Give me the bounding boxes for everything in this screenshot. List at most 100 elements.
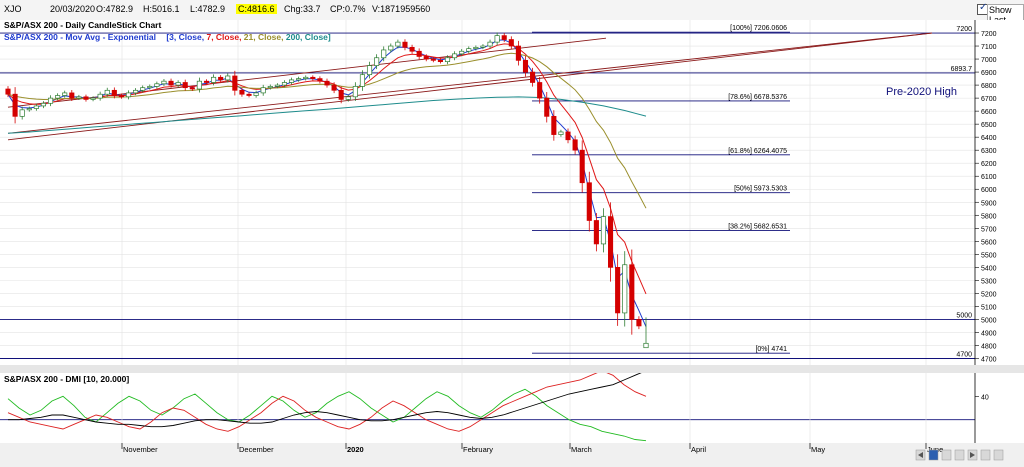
month-label: 2020 [347, 445, 364, 454]
fib-level-label: [100%] 7206.0606 [730, 25, 787, 32]
candle-body [196, 80, 202, 90]
open-label: O:4782.9 [96, 4, 134, 14]
price-tick-label: 5600 [981, 239, 997, 246]
candle-body [338, 89, 344, 100]
candle-body [366, 65, 373, 76]
month-label: February [463, 445, 493, 454]
candle-body [643, 342, 649, 349]
level-label: 7200 [956, 26, 972, 33]
price-tick-label: 5700 [981, 226, 997, 233]
candle-body [466, 48, 472, 52]
price-tick-label: 5800 [981, 213, 997, 220]
price-tick-label: 7000 [981, 57, 997, 64]
price-axis: 4700 4800 4900 5000 5100 5200 5300 5400 5500 5600… [974, 20, 997, 365]
arrow-left-icon [918, 452, 923, 458]
time-axis-background [0, 443, 1024, 467]
candle-body [26, 108, 32, 111]
fit-button[interactable] [993, 449, 1004, 461]
candle-body [161, 80, 167, 85]
price-tick-label: 4800 [981, 343, 997, 350]
horizontal-levels: 7200 6893.7 5000 4700 [0, 26, 975, 359]
candle-body [211, 76, 217, 83]
zoom-out-button[interactable] [941, 449, 952, 461]
candle-body [452, 53, 458, 59]
ma-legend-title: S&P/ASX 200 - Mov Avg - Exponential [4, 32, 156, 42]
price-tick-label: 6800 [981, 83, 997, 90]
candle-body [232, 75, 238, 91]
candle-body [19, 109, 25, 117]
price-axis-background [975, 20, 1024, 365]
price-tick-label: 5200 [981, 291, 997, 298]
candle-body [147, 86, 153, 89]
checkmark-icon: ✓ [979, 2, 988, 13]
candle-body [125, 92, 132, 98]
candle-body [260, 87, 266, 94]
candle-body [416, 50, 422, 57]
candle-body [175, 82, 181, 86]
month-label: May [811, 445, 825, 454]
candle-body [551, 115, 557, 135]
candle-body [487, 41, 493, 47]
month-label: April [691, 445, 706, 454]
fibonacci-retracement: [100%] 7206.0606 [78.6%] 6678.5376 [61.8%]… [532, 25, 790, 354]
price-tick-label: 6000 [981, 187, 997, 194]
panel-splitter[interactable] [0, 365, 1024, 373]
candle-body [508, 39, 514, 47]
level-label: 5000 [956, 312, 972, 319]
candle-body [558, 131, 564, 135]
candle-body [62, 92, 68, 96]
price-tick-label: 5000 [981, 317, 997, 324]
price-tick-label: 6500 [981, 122, 997, 129]
candle-body [33, 105, 39, 109]
dmi-lines [7, 373, 647, 442]
level-label: 6893.7 [951, 66, 973, 73]
volume-label: V:1871959560 [372, 4, 431, 14]
low-label: L:4782.9 [190, 4, 226, 14]
candle-body [154, 83, 160, 87]
fib-level-label: [61.8%] 6264.4075 [728, 148, 787, 155]
fib-level-label: [38.2%] 5682.6531 [728, 224, 787, 231]
candle-body [437, 60, 443, 63]
candle-body [104, 89, 110, 95]
price-tick-label: 5500 [981, 252, 997, 259]
candle-body [586, 182, 592, 221]
fib-level-label: [78.6%] 6678.5376 [728, 94, 787, 101]
candle-body [374, 57, 380, 66]
candle-body [189, 87, 195, 90]
month-gridlines [121, 20, 927, 443]
candle-body [324, 80, 330, 86]
candle-body [253, 92, 259, 96]
dmi-line [8, 373, 642, 428]
candle-body [515, 45, 521, 61]
chart-area: 7200 6893.7 5000 4700 [100%] 7206.0606 [78.6… [0, 20, 1024, 467]
price-tick-label: 5300 [981, 278, 997, 285]
candle-body [267, 86, 273, 89]
zoom-button[interactable] [928, 449, 939, 461]
close-label: C:4816.6 [236, 4, 277, 14]
price-tick-label: 6100 [981, 174, 997, 181]
ma-legend-ema200: 200, Close] [286, 32, 331, 42]
candle-body [76, 96, 82, 99]
candle-body [140, 87, 146, 91]
candle-body [47, 97, 54, 104]
change-pct-label: CP:0.7% [330, 4, 366, 14]
candle-body [133, 89, 139, 94]
quote-bar: XJO 20/03/2020 O:4782.9 H:5016.1 L:4782.… [0, 0, 1024, 26]
candle-body [90, 97, 96, 100]
candle-body [430, 58, 436, 61]
dmi-tick-label: 40 [981, 394, 989, 401]
candle-body [239, 89, 245, 95]
scroll-end-button[interactable] [980, 449, 991, 461]
dmi-line [7, 388, 647, 442]
price-panel-background [0, 20, 975, 365]
fib-level-label: [50%] 5973.5303 [734, 186, 787, 193]
candle-body [579, 149, 585, 184]
price-tick-label: 6400 [981, 135, 997, 142]
scroll-controls[interactable] [915, 449, 1004, 461]
candle-body [281, 82, 288, 86]
candle-body [40, 102, 46, 107]
zoom-in-button[interactable] [954, 449, 965, 461]
candle-body [565, 131, 571, 141]
dmi-panel-title: S&P/ASX 200 - DMI [10, 20.000] [4, 374, 129, 384]
